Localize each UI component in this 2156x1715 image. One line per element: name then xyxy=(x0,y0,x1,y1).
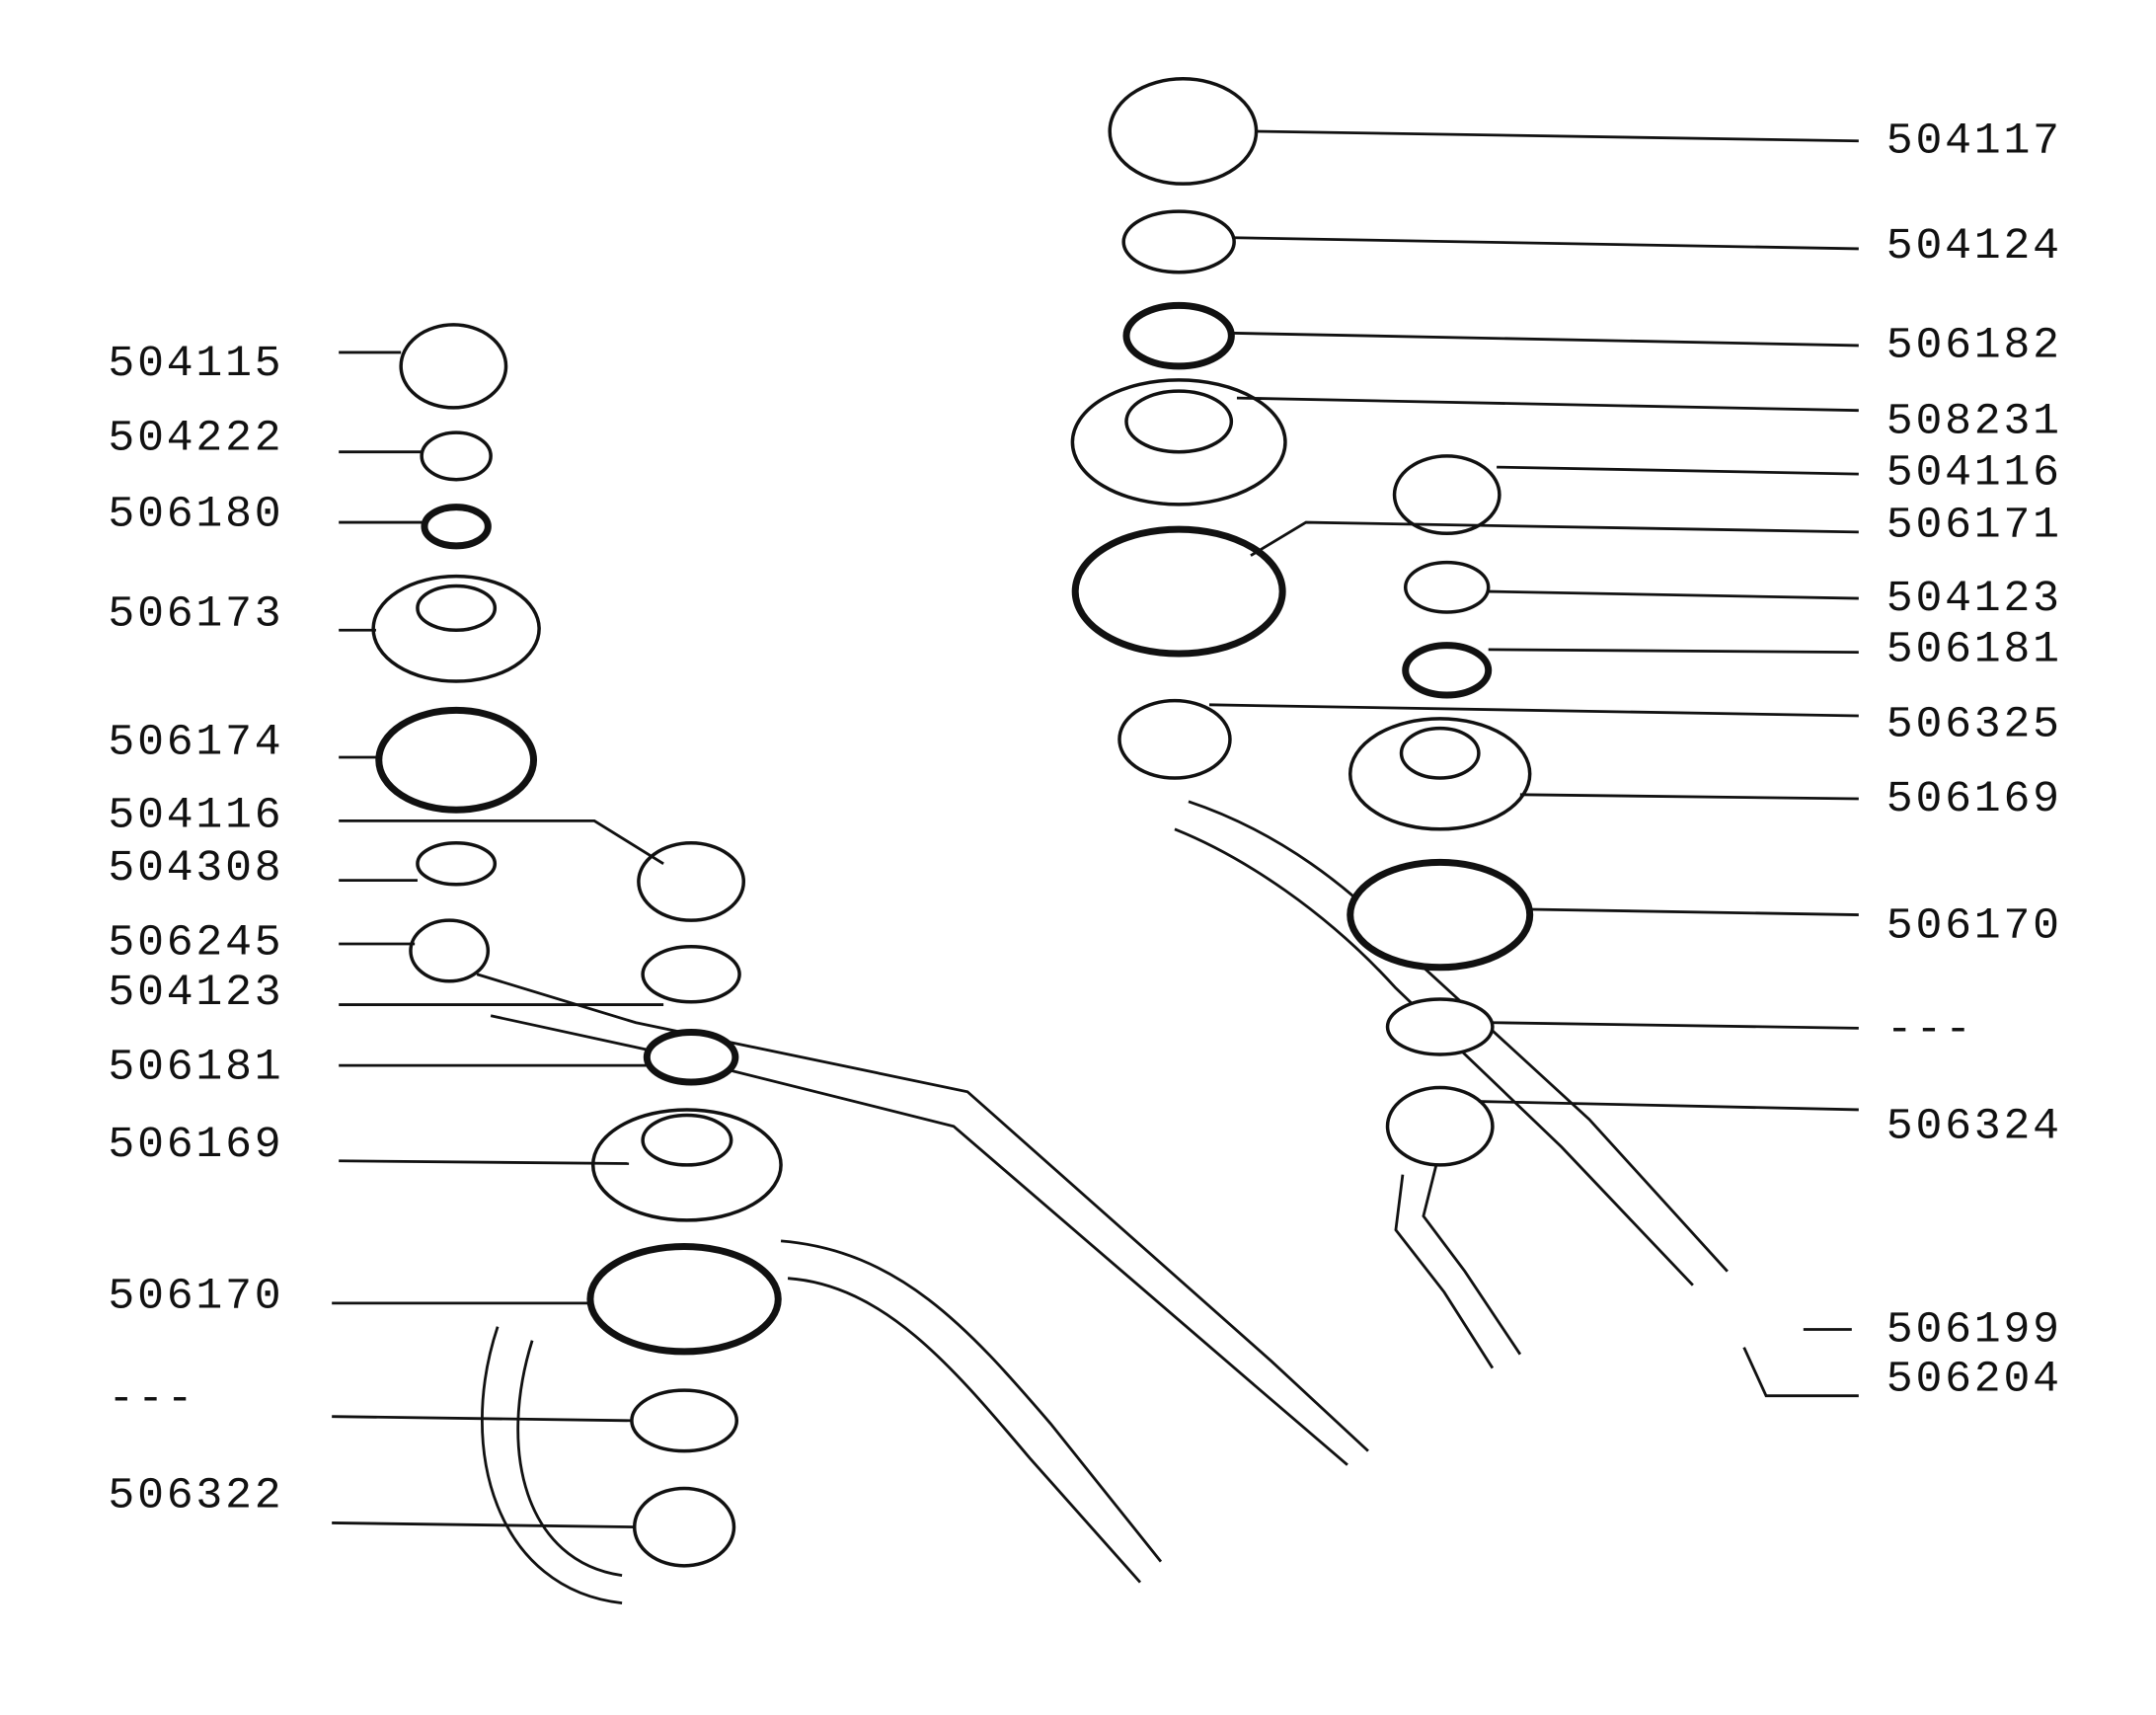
ring xyxy=(1121,209,1236,274)
part-label: 506174 xyxy=(108,718,283,767)
ring xyxy=(641,945,741,1004)
part-label: 506199 xyxy=(1886,1305,2062,1355)
burner-top xyxy=(1399,726,1481,780)
part-label: 506173 xyxy=(108,589,283,639)
cap xyxy=(637,841,746,922)
cap xyxy=(1392,454,1502,536)
burner-top xyxy=(416,584,498,633)
leader-line xyxy=(1255,129,1859,143)
gasket xyxy=(586,1243,782,1356)
seal xyxy=(1122,301,1235,370)
seal xyxy=(643,1029,739,1086)
part-label: --- xyxy=(1886,1006,1974,1055)
leader-line xyxy=(332,1415,634,1423)
leader-line xyxy=(332,1521,637,1529)
part-label: 506324 xyxy=(1886,1103,2062,1152)
part-label: 506181 xyxy=(108,1043,283,1092)
part-label: 506169 xyxy=(1886,775,2062,824)
seal xyxy=(421,504,492,550)
cap xyxy=(399,323,508,410)
leader-line xyxy=(339,819,664,865)
hose xyxy=(476,973,1369,1466)
part-label: 506170 xyxy=(1886,902,2062,952)
ring xyxy=(1403,560,1491,614)
part-label: 508231 xyxy=(1886,398,2062,447)
part-label: 506180 xyxy=(108,491,283,540)
leader-lines xyxy=(332,129,1859,1529)
gasket xyxy=(1347,858,1534,972)
part-label: 504115 xyxy=(108,340,283,389)
part-label: 504123 xyxy=(1886,575,2062,624)
leader-line xyxy=(1742,1347,1859,1398)
fitting xyxy=(632,1486,736,1568)
leader-line xyxy=(1529,907,1859,916)
leader-line xyxy=(1488,589,1859,600)
part-label: 504123 xyxy=(108,969,283,1018)
leader-line xyxy=(1234,236,1859,251)
part-label: 506169 xyxy=(108,1121,283,1170)
burner-top xyxy=(641,1113,733,1167)
leader-line xyxy=(1478,1100,1859,1112)
hose xyxy=(481,1326,623,1605)
leader-line xyxy=(1250,520,1859,557)
left-assembly xyxy=(371,323,1369,1605)
part-label: 506182 xyxy=(1886,322,2062,371)
washer xyxy=(630,1388,739,1453)
burner-top xyxy=(1124,389,1234,454)
leader-line xyxy=(1519,793,1859,801)
ring xyxy=(420,430,493,482)
fitting xyxy=(1385,1085,1495,1167)
labels: 5041155042225061805061735061745041165043… xyxy=(108,117,2062,1521)
hose xyxy=(1394,1160,1522,1369)
fitting xyxy=(1117,698,1232,780)
part-label: 504116 xyxy=(1886,449,2062,499)
part-label: 504117 xyxy=(1886,117,2062,167)
fitting xyxy=(409,918,491,983)
hose xyxy=(780,1239,1163,1584)
part-label: 504116 xyxy=(108,792,283,841)
part-label: 506325 xyxy=(1886,700,2062,749)
leader-line xyxy=(1229,331,1859,348)
leader-line xyxy=(1497,465,1859,476)
cap xyxy=(1108,77,1259,186)
part-label: 504308 xyxy=(108,844,283,894)
leader-line xyxy=(1492,1021,1859,1030)
part-label: 506171 xyxy=(1886,502,2062,551)
leader-line xyxy=(1208,703,1859,718)
seal xyxy=(1402,642,1493,699)
leader-line xyxy=(1236,396,1859,413)
part-label: 506170 xyxy=(108,1273,283,1322)
washer xyxy=(1385,997,1495,1056)
gasket xyxy=(1071,525,1286,658)
right-assembly xyxy=(1070,77,1729,1369)
part-label: 504222 xyxy=(108,415,283,464)
part-label: 504124 xyxy=(1886,222,2062,272)
part-label: 506181 xyxy=(1886,626,2062,675)
part-label: --- xyxy=(108,1374,195,1424)
leader-line xyxy=(1488,648,1859,655)
part-label: 506204 xyxy=(1886,1356,2062,1405)
part-label: 506322 xyxy=(108,1471,283,1520)
washer xyxy=(416,841,498,887)
part-label: 506245 xyxy=(108,918,283,968)
leader-line xyxy=(339,1159,630,1165)
gasket xyxy=(375,706,538,814)
